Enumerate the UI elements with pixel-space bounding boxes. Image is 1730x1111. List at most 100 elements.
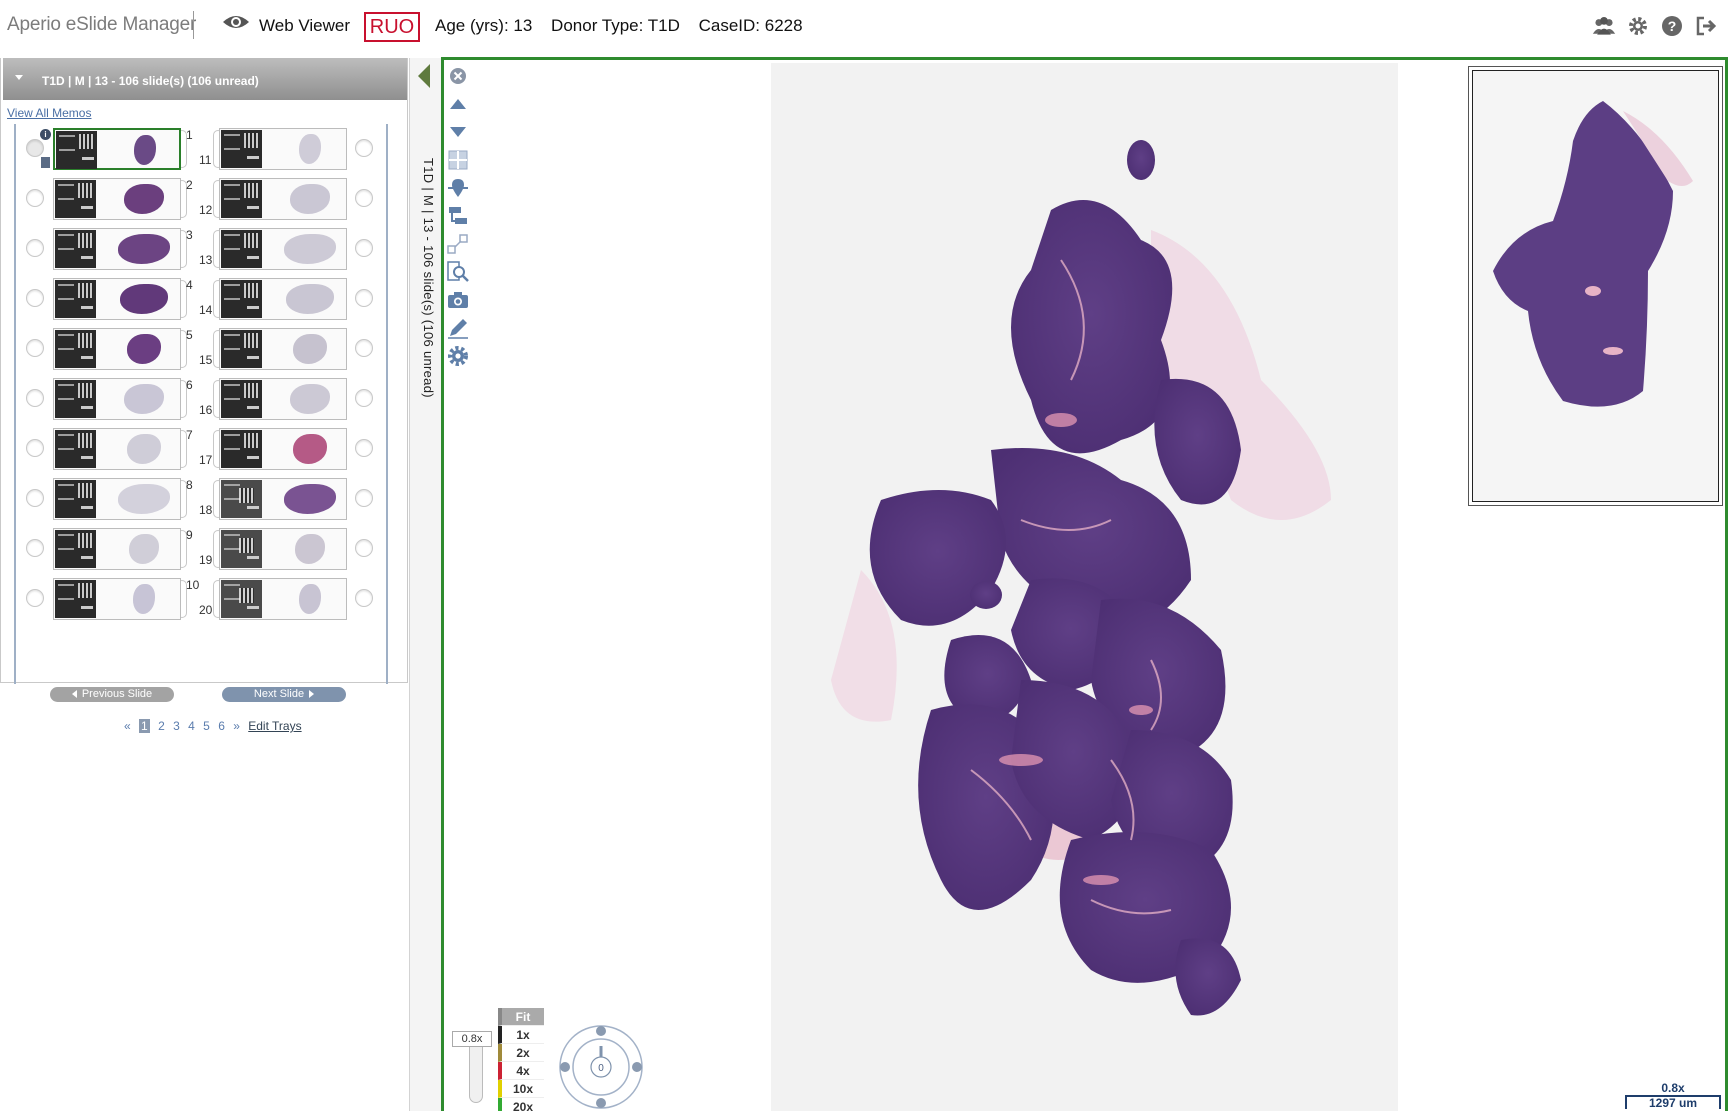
page-6[interactable]: 6 [218, 719, 225, 733]
slide-slot[interactable]: 11 [1, 128, 409, 170]
slide-slot[interactable]: 16 [1, 378, 409, 420]
locate-icon[interactable] [446, 176, 470, 200]
pencil-icon[interactable] [446, 316, 470, 340]
slide-select-radio[interactable] [26, 339, 44, 357]
mag-10x[interactable]: 10x [498, 1080, 544, 1098]
slide-thumbnail[interactable] [219, 328, 347, 370]
slide-select-radio[interactable] [355, 489, 373, 507]
slide-select-radio[interactable] [355, 439, 373, 457]
slide-thumbnail[interactable] [53, 228, 181, 270]
slide-slot[interactable]: 7 [1, 428, 409, 470]
slide-slot[interactable]: 19 [1, 528, 409, 570]
slide-slot[interactable]: 9 [1, 528, 409, 570]
next-slide-button[interactable]: Next Slide [222, 687, 346, 702]
slide-slot[interactable]: 15 [1, 328, 409, 370]
slide-thumbnail[interactable] [219, 478, 347, 520]
thumbnail-viewport[interactable] [1472, 70, 1719, 502]
arrow-up-icon[interactable] [446, 92, 470, 116]
app-title[interactable]: Aperio eSlide Manager [7, 14, 197, 35]
slide-slot[interactable]: 17 [1, 428, 409, 470]
zoom-region-icon[interactable] [446, 260, 470, 284]
page-1[interactable]: 1 [139, 719, 150, 733]
slide-select-radio[interactable] [26, 239, 44, 257]
slide-thumbnail[interactable] [219, 178, 347, 220]
slide-slot[interactable]: 13 [1, 228, 409, 270]
slide-select-radio[interactable] [26, 289, 44, 307]
slide-thumbnail[interactable] [53, 378, 181, 420]
slide-slot[interactable]: 6 [1, 378, 409, 420]
slide-thumbnail[interactable] [53, 428, 181, 470]
slide-thumbnail[interactable] [219, 128, 347, 170]
slide-select-radio[interactable] [355, 589, 373, 607]
slide-select-radio[interactable] [26, 489, 44, 507]
slide-select-radio[interactable] [355, 189, 373, 207]
slide-slot[interactable]: 2 [1, 178, 409, 220]
view-all-memos-link[interactable]: View All Memos [7, 106, 92, 120]
slide-select-radio[interactable] [355, 539, 373, 557]
slide-select-radio[interactable] [26, 589, 44, 607]
arrow-down-icon[interactable] [446, 120, 470, 144]
collapse-caret-icon[interactable] [15, 75, 23, 80]
help-icon[interactable]: ? [1660, 14, 1684, 38]
memo-icon[interactable] [41, 157, 50, 168]
slide-select-radio[interactable] [26, 539, 44, 557]
collapse-strip[interactable]: T1D | M | 13 - 106 slide(s) (106 unread) [409, 58, 441, 1111]
slide-thumbnail[interactable] [219, 228, 347, 270]
slide-slot[interactable]: 10 [1, 578, 409, 620]
slide-thumbnail[interactable] [219, 528, 347, 570]
slide-select-radio[interactable] [355, 389, 373, 407]
mag-4x[interactable]: 4x [498, 1062, 544, 1080]
slide-slot[interactable]: 5 [1, 328, 409, 370]
slide-select-radio[interactable] [355, 139, 373, 157]
rotation-wheel[interactable]: 0 [558, 1024, 644, 1110]
slide-thumbnail[interactable] [53, 278, 181, 320]
page-2[interactable]: 2 [158, 719, 165, 733]
mag-fit[interactable]: Fit [498, 1008, 544, 1026]
logout-icon[interactable] [1694, 14, 1718, 38]
slide-select-radio[interactable] [355, 339, 373, 357]
settings-icon[interactable] [446, 344, 470, 368]
slide-thumbnail[interactable] [219, 578, 347, 620]
slide-thumbnail[interactable] [53, 128, 181, 170]
slide-thumbnail[interactable] [53, 178, 181, 220]
slide-thumbnail[interactable] [53, 528, 181, 570]
mag-1x[interactable]: 1x [498, 1026, 544, 1044]
thumbnail-overview[interactable] [1468, 66, 1723, 506]
page-last[interactable]: » [233, 719, 240, 733]
slide-slot[interactable]: 1 [1, 128, 409, 170]
previous-slide-button[interactable]: Previous Slide [50, 687, 174, 702]
grid-icon[interactable] [446, 148, 470, 172]
info-icon[interactable]: i [40, 129, 51, 140]
slide-slot[interactable]: 14 [1, 278, 409, 320]
zoom-track[interactable] [469, 1039, 483, 1103]
slide-slot[interactable]: 8 [1, 478, 409, 520]
slide-thumbnail[interactable] [219, 428, 347, 470]
page-5[interactable]: 5 [203, 719, 210, 733]
eye-icon[interactable] [221, 12, 251, 32]
slide-thumbnail[interactable] [219, 378, 347, 420]
slide-select-radio[interactable] [26, 189, 44, 207]
page-first[interactable]: « [124, 719, 131, 733]
collapse-arrow-icon[interactable] [418, 64, 430, 88]
page-3[interactable]: 3 [173, 719, 180, 733]
slide-slot[interactable]: 4 [1, 278, 409, 320]
slide-select-radio[interactable] [355, 289, 373, 307]
slide-select-radio[interactable] [355, 239, 373, 257]
slide-thumbnail[interactable] [219, 278, 347, 320]
tree-icon[interactable] [446, 204, 470, 228]
slide-thumbnail[interactable] [53, 328, 181, 370]
camera-icon[interactable] [446, 288, 470, 312]
web-viewer-label[interactable]: Web Viewer [259, 16, 351, 35]
slide-slot[interactable]: 3 [1, 228, 409, 270]
slide-slot[interactable]: 12 [1, 178, 409, 220]
zoom-slider[interactable]: 0.8x [452, 1023, 500, 1103]
page-4[interactable]: 4 [188, 719, 195, 733]
slide-slot[interactable]: 18 [1, 478, 409, 520]
mag-2x[interactable]: 2x [498, 1044, 544, 1062]
slide-slot[interactable]: 20 [1, 578, 409, 620]
slide-thumbnail[interactable] [53, 578, 181, 620]
tissue-image[interactable] [771, 120, 1398, 1080]
edit-trays-link[interactable]: Edit Trays [248, 719, 302, 733]
case-header-bar[interactable]: T1D | M | 13 - 106 slide(s) (106 unread) [3, 58, 407, 100]
slide-viewer[interactable]: 0.8x Fit 1x 2x 4x 10x 20x 0 0.8x 1297 um [441, 57, 1728, 1111]
